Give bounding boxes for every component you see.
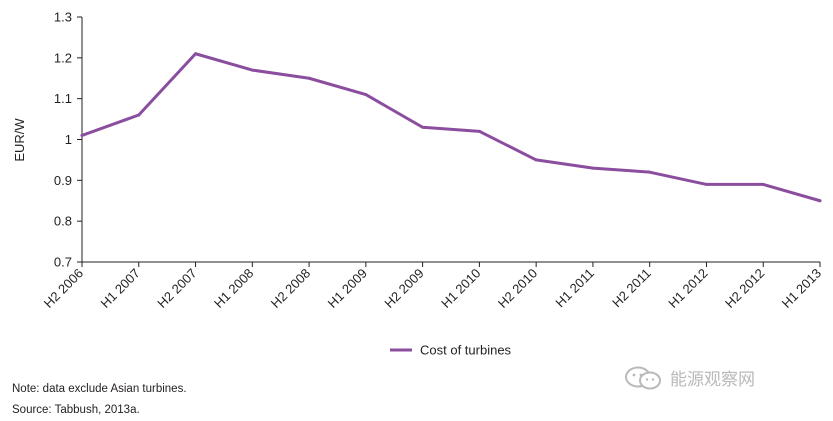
x-tick-label: H2 2010 (495, 266, 540, 311)
y-tick-label: 0.8 (54, 214, 72, 229)
x-axis-ticks: H2 2006 H1 2007 H2 2007 H1 2008 H2 2008 H1 20… (41, 262, 824, 311)
legend-label: Cost of turbines (420, 343, 512, 358)
y-tick-label: 1 (65, 132, 72, 147)
x-tick-label: H1 2012 (665, 266, 710, 311)
x-tick-label: H1 2013 (779, 266, 824, 311)
x-tick-label: H2 2006 (41, 266, 86, 311)
data-point (194, 52, 198, 56)
x-tick-label: H2 2011 (609, 266, 654, 311)
x-tick-label: H2 2009 (381, 266, 426, 311)
data-point (137, 113, 141, 117)
chart-source: Source: Tabbush, 2013a. (12, 404, 140, 416)
data-point (818, 199, 822, 203)
data-point (307, 76, 311, 80)
y-axis-ticks: 0.7 0.8 0.9 1 1.1 1.2 1.3 (54, 10, 82, 270)
x-tick-label: H1 2008 (211, 266, 256, 311)
y-tick-label: 0.7 (54, 255, 72, 270)
y-tick-label: 1.2 (54, 50, 72, 65)
x-tick-label: H1 2010 (438, 266, 483, 311)
data-point (250, 68, 254, 72)
data-point (704, 182, 708, 186)
data-point (648, 170, 652, 174)
data-point (761, 182, 765, 186)
series-line (80, 52, 822, 203)
watermark: 能源观察网 (624, 365, 755, 390)
watermark-text: 能源观察网 (670, 370, 755, 389)
y-tick-label: 1.1 (54, 91, 72, 106)
data-point (534, 158, 538, 162)
legend: Cost of turbines (390, 343, 512, 358)
data-point (421, 125, 425, 129)
y-tick-label: 0.9 (54, 173, 72, 188)
x-tick-label: H2 2012 (722, 266, 767, 311)
x-tick-label: H1 2007 (98, 266, 143, 311)
x-tick-label: H1 2009 (325, 266, 370, 311)
chart-note: Note: data exclude Asian turbines. (12, 383, 187, 395)
x-tick-label: H2 2007 (154, 266, 199, 311)
y-tick-label: 1.3 (54, 10, 72, 25)
x-tick-label: H1 2011 (552, 266, 597, 311)
series-group (80, 52, 822, 203)
wechat-icon (625, 366, 661, 389)
data-point (477, 129, 481, 133)
data-point (591, 166, 595, 170)
x-tick-label: H2 2008 (268, 266, 313, 311)
data-point (80, 133, 84, 137)
data-point (364, 93, 368, 97)
y-axis-title: EUR/W (12, 118, 27, 162)
